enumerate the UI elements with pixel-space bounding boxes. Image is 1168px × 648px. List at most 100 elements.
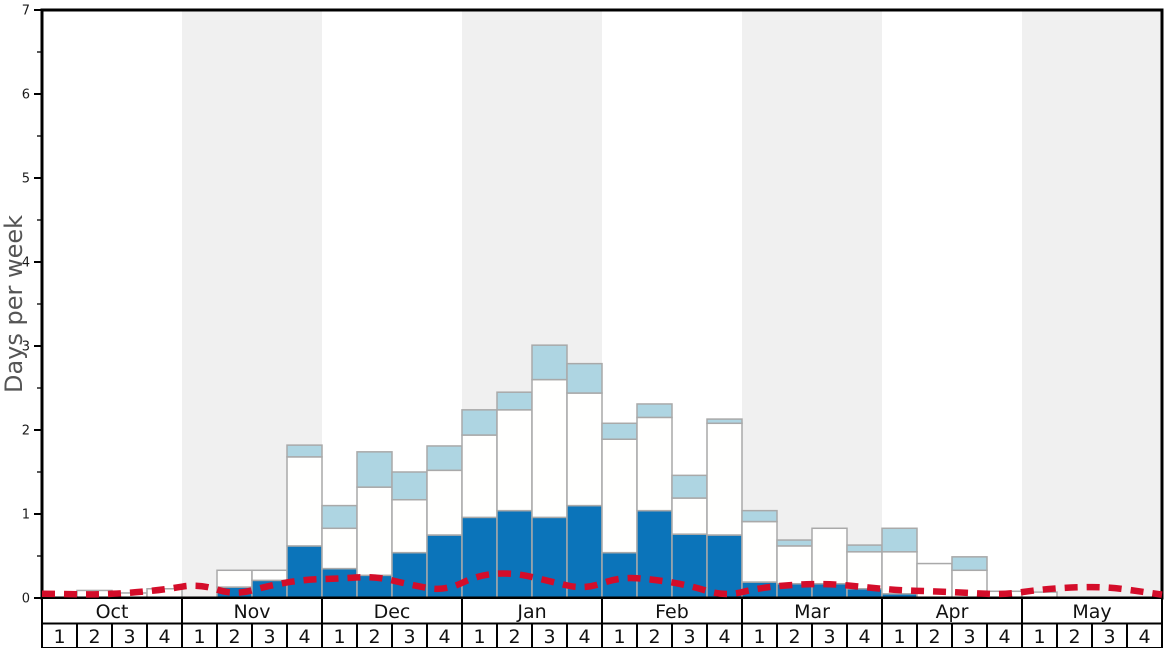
week-label: 2 [228, 626, 240, 648]
week-label: 2 [508, 626, 520, 648]
week-cell [496, 622, 533, 648]
month-shading-layer [182, 10, 1162, 598]
bar-segment-light-blue [426, 445, 463, 472]
month-cell [741, 597, 883, 625]
week-label: 2 [928, 626, 940, 648]
bar-segment-white [811, 527, 848, 585]
red-line-layer [41, 570, 1163, 598]
week-cell [321, 622, 358, 648]
bar-segment-dark-blue [636, 509, 673, 599]
week-label: 4 [1138, 626, 1150, 648]
bar-segment-white [636, 416, 673, 512]
week-cell [881, 622, 918, 648]
week-cell [426, 622, 463, 648]
bar-segment-dark-blue [286, 545, 323, 599]
week-label: 4 [158, 626, 170, 648]
week-cell [1091, 622, 1128, 648]
bar-segment-light-blue [566, 362, 603, 394]
y-tick-label: 3 [22, 340, 30, 355]
bar-segment-white [426, 469, 463, 536]
week-label: 4 [298, 626, 310, 648]
week-label: 1 [1033, 626, 1045, 648]
bar-segment-white [776, 545, 813, 585]
y-tick-label: 2 [22, 424, 30, 439]
week-label: 1 [753, 626, 765, 648]
bar-segment-white [846, 551, 883, 590]
red-dashed-line [41, 570, 1163, 598]
week-label: 1 [893, 626, 905, 648]
week-label: 3 [263, 626, 275, 648]
month-cell [41, 597, 183, 625]
week-label: 4 [438, 626, 450, 648]
bar-segment-white [356, 486, 393, 577]
bar-segment-light-blue [881, 527, 918, 553]
month-label: Jan [516, 601, 546, 623]
bar-segment-white [251, 569, 288, 582]
week-label: 1 [473, 626, 485, 648]
week-label: 2 [368, 626, 380, 648]
bar-segment-light-blue [496, 391, 533, 411]
week-label: 3 [123, 626, 135, 648]
bar-segment-white [671, 497, 708, 535]
bar-segment-dark-blue [706, 534, 743, 599]
bar-segment-white [706, 422, 743, 536]
bar-segment-dark-blue [496, 509, 533, 599]
bar-segment-dark-blue [461, 516, 498, 599]
week-cell [251, 622, 288, 648]
bar-segment-dark-blue [321, 567, 358, 599]
bar-segment-white [566, 392, 603, 507]
week-label: 3 [1103, 626, 1115, 648]
week-label: 4 [998, 626, 1010, 648]
bar-segment-light-blue [846, 544, 883, 553]
week-label: 1 [53, 626, 65, 648]
stacked-bars-layer [76, 344, 1058, 599]
y-tick-label: 0 [22, 592, 30, 607]
month-label: Oct [96, 601, 129, 623]
month-label: Nov [233, 601, 270, 623]
week-cell [216, 622, 253, 648]
bar-segment-white [391, 498, 428, 554]
month-cell [321, 597, 463, 625]
month-label: Dec [374, 601, 411, 623]
week-label: 3 [543, 626, 555, 648]
bar-segment-light-blue [951, 556, 988, 572]
week-label: 2 [1068, 626, 1080, 648]
y-axis-title: Days per week [0, 215, 28, 393]
bar-segment-light-blue [636, 403, 673, 419]
bar-segment-light-blue [356, 451, 393, 488]
month-label: May [1072, 601, 1111, 623]
week-label: 3 [403, 626, 415, 648]
bar-segment-light-blue [776, 539, 813, 547]
bar-segment-white [216, 569, 253, 588]
month-shading-band [742, 10, 882, 598]
week-label: 2 [788, 626, 800, 648]
bar-segment-dark-blue [391, 551, 428, 599]
week-cell [531, 622, 568, 648]
bar-segment-light-blue [286, 444, 323, 458]
month-cell [601, 597, 743, 625]
y-tick-label: 5 [22, 172, 30, 187]
bar-segment-light-blue [321, 504, 358, 530]
bar-segment-white [321, 527, 358, 570]
week-cell [846, 622, 883, 648]
bar-segment-white [496, 409, 533, 512]
bar-segment-light-blue [391, 471, 428, 501]
week-label: 2 [648, 626, 660, 648]
bar-segment-light-blue [741, 509, 778, 523]
month-label: Mar [794, 601, 830, 623]
week-label: 3 [683, 626, 695, 648]
week-label: 1 [193, 626, 205, 648]
week-cell [1126, 622, 1163, 648]
week-label: 1 [613, 626, 625, 648]
week-label: 4 [718, 626, 730, 648]
week-cell [76, 622, 113, 648]
month-label: Apr [936, 601, 969, 623]
bar-segment-light-blue [706, 418, 743, 425]
month-cell [1021, 597, 1163, 625]
bar-segment-light-blue [461, 409, 498, 436]
week-label: 3 [823, 626, 835, 648]
week-label: 3 [963, 626, 975, 648]
month-week-table-layer: Oct Nov Dec Jan Feb Mar Apr May 1 2 3 4 1 2 3 4 1 2 3 4 1 2 3 4… [41, 597, 1163, 648]
